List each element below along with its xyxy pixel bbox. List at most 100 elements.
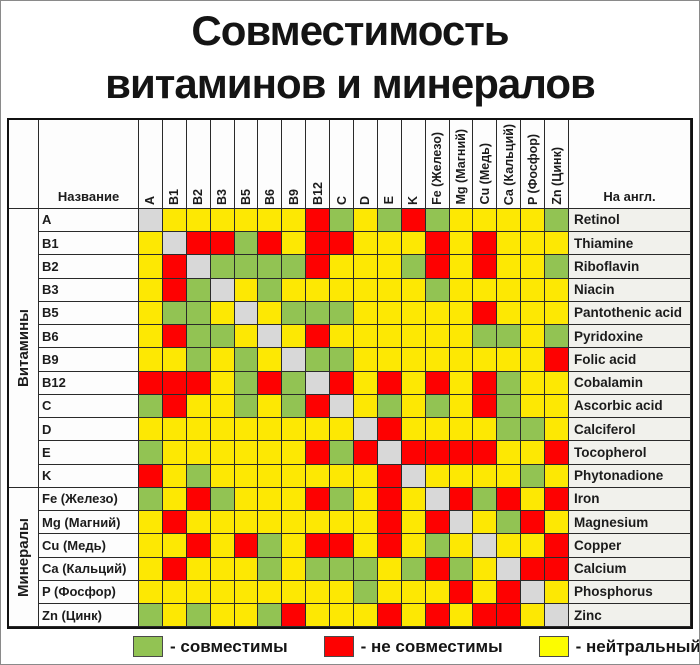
- matrix-cell: [162, 255, 187, 279]
- matrix-cell: [162, 604, 187, 628]
- legend-label: - не совместимы: [360, 636, 503, 656]
- matrix-cell: [497, 255, 522, 279]
- matrix-cell: [425, 464, 450, 488]
- legend-label: - нейтральный: [575, 636, 700, 656]
- matrix-cell: [258, 604, 283, 628]
- matrix-cell: [473, 604, 498, 628]
- matrix-cell: [425, 580, 450, 605]
- matrix-cell: [186, 348, 211, 372]
- group-label-minerals: Минералы: [9, 487, 39, 628]
- matrix-cell: [401, 371, 426, 395]
- matrix-cell: [139, 418, 163, 442]
- matrix-cell: [330, 301, 355, 326]
- eng-name: Zinc: [569, 604, 692, 628]
- matrix-cell: [258, 325, 283, 349]
- column-header-label: C: [334, 195, 349, 205]
- matrix-cell: [473, 580, 498, 605]
- matrix-cell: [306, 278, 331, 302]
- matrix-cell: [306, 348, 331, 372]
- matrix-cell: [306, 534, 331, 558]
- matrix-cell: [521, 278, 546, 302]
- column-header-label: B3: [215, 188, 230, 205]
- matrix-cell: [425, 232, 450, 256]
- matrix-cell: [545, 278, 570, 302]
- matrix-cell: [425, 418, 450, 442]
- matrix-cell: [354, 580, 378, 605]
- matrix-cell: [330, 487, 355, 512]
- matrix-cell: [258, 232, 283, 256]
- matrix-cell: [449, 464, 474, 488]
- matrix-cell: [521, 394, 546, 419]
- matrix-cell: [186, 325, 211, 349]
- matrix-cell: [425, 325, 450, 349]
- eng-name: Riboflavin: [569, 255, 692, 279]
- matrix-cell: [139, 604, 163, 628]
- matrix-cell: [210, 511, 235, 535]
- matrix-cell: [162, 394, 187, 419]
- matrix-cell: [210, 394, 235, 419]
- eng-name: Tocopherol: [569, 441, 692, 465]
- matrix-cell: [473, 394, 498, 419]
- matrix-cell: [521, 487, 546, 512]
- matrix-cell: [139, 301, 163, 326]
- matrix-cell: [282, 371, 307, 395]
- matrix-cell: [497, 208, 522, 233]
- matrix-cell: [449, 557, 474, 581]
- matrix-cell: [425, 348, 450, 372]
- matrix-cell: [473, 348, 498, 372]
- matrix-cell: [425, 557, 450, 581]
- row-label: E: [39, 441, 139, 465]
- column-header: Zn (Цинк): [545, 119, 570, 209]
- column-header-label: E: [382, 196, 397, 205]
- matrix-cell: [139, 464, 163, 488]
- matrix-cell: [545, 348, 570, 372]
- matrix-cell: [234, 604, 259, 628]
- matrix-cell: [377, 580, 402, 605]
- matrix-cell: [497, 232, 522, 256]
- page-title: Совместимость витаминов и минералов: [1, 1, 699, 111]
- matrix-cell: [258, 464, 283, 488]
- matrix-cell: [306, 418, 331, 442]
- matrix-cell: [377, 557, 402, 581]
- matrix-cell: [425, 487, 450, 512]
- column-header-label: B1: [167, 188, 182, 205]
- matrix-cell: [258, 255, 283, 279]
- matrix-cell: [521, 511, 546, 535]
- matrix-cell: [354, 278, 378, 302]
- matrix-cell: [330, 371, 355, 395]
- matrix-cell: [186, 232, 211, 256]
- matrix-cell: [354, 232, 378, 256]
- matrix-cell: [473, 232, 498, 256]
- eng-name: Pyridoxine: [569, 325, 692, 349]
- matrix-cell: [258, 418, 283, 442]
- matrix-cell: [401, 232, 426, 256]
- matrix-cell: [162, 348, 187, 372]
- matrix-cell: [306, 394, 331, 419]
- matrix-cell: [377, 232, 402, 256]
- matrix-cell: [497, 604, 522, 628]
- matrix-cell: [401, 441, 426, 465]
- matrix-cell: [449, 580, 474, 605]
- matrix-cell: [162, 301, 187, 326]
- row-label: Zn (Цинк): [39, 604, 139, 628]
- matrix-cell: [162, 325, 187, 349]
- column-header-label: Fe (Железо): [430, 131, 445, 205]
- row-label: B3: [39, 278, 139, 302]
- matrix-cell: [473, 371, 498, 395]
- matrix-cell: [234, 487, 259, 512]
- matrix-cell: [377, 394, 402, 419]
- matrix-cell: [401, 278, 426, 302]
- matrix-cell: [473, 511, 498, 535]
- matrix-cell: [377, 208, 402, 233]
- matrix-cell: [354, 464, 378, 488]
- matrix-cell: [354, 301, 378, 326]
- matrix-cell: [282, 511, 307, 535]
- matrix-cell: [377, 255, 402, 279]
- matrix-cell: [377, 487, 402, 512]
- matrix-cell: [162, 580, 187, 605]
- matrix-cell: [401, 301, 426, 326]
- eng-column-header: На англ.: [569, 119, 692, 209]
- matrix-cell: [401, 348, 426, 372]
- matrix-cell: [497, 464, 522, 488]
- matrix-cell: [258, 580, 283, 605]
